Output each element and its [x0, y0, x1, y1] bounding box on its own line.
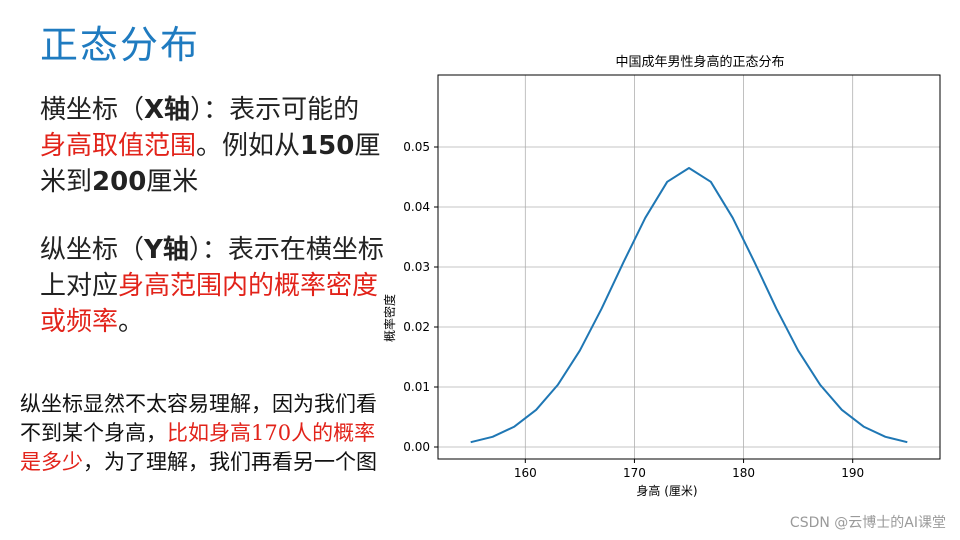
y-tick-label: 0.01 — [403, 380, 430, 394]
x-tick-label: 170 — [623, 466, 646, 480]
p1-text-f: 厘米 — [146, 167, 199, 197]
y-tick-label: 0.05 — [403, 140, 430, 154]
p2-y-axis: Y轴 — [144, 235, 189, 265]
density-curve — [470, 167, 908, 444]
x-tick-label: 180 — [732, 466, 755, 480]
y-tick-label: 0.03 — [403, 260, 430, 274]
y-tick-label: 0.02 — [403, 320, 430, 334]
note-paragraph: 纵坐标显然不太容易理解，因为我们看不到某个身高，比如身高170人的概率是多少，为… — [20, 390, 390, 477]
p1-text-d: 。例如从 — [196, 131, 301, 161]
p2-text-a: 纵坐标（ — [40, 235, 145, 265]
p2-text-c: ）：表示在横坐标上对应 — [40, 235, 384, 301]
p1-number-200: 200 — [92, 167, 147, 197]
plot-area: 160 170 180 190 0.00 0.01 0.02 0.03 0.04 0.05 — [403, 74, 941, 480]
y-axis-explanation: 纵坐标（Y轴）：表示在横坐标上对应身高范围内的概率密度或频率。 — [40, 232, 385, 340]
y-tick-label: 0.04 — [403, 200, 430, 214]
note-text-a: 纵坐标显然不太容易理解，因为我们看不到某个身高， — [20, 392, 377, 445]
p1-number-150: 150 — [300, 131, 355, 161]
x-tick-label: 160 — [514, 466, 537, 480]
x-axis-explanation: 横坐标（X轴）：表示可能的身高取值范围。例如从150厘米到200厘米 — [40, 92, 385, 200]
p1-x-axis: X轴 — [144, 95, 191, 125]
p1-text-e: 厘米到 — [40, 131, 381, 197]
note-highlight: 比如身高170人的概率是多少 — [20, 421, 376, 474]
chart-title: 中国成年男性身高的正态分布 — [615, 54, 784, 70]
normal-distribution-chart: 中国成年男性身高的正态分布 160 170 180 190 0.00 0.01 0.02 0.… — [382, 54, 941, 498]
p2-highlight: 身高范围内的概率密度或频率 — [40, 271, 379, 337]
x-axis-label: 身高 (厘米) — [636, 483, 697, 498]
p2-text-d: 。 — [118, 307, 145, 337]
p1-highlight: 身高取值范围 — [40, 131, 197, 161]
x-tick-label: 190 — [841, 466, 864, 480]
p1-text-a: 横坐标（ — [40, 95, 145, 125]
note-text-b: ，为了理解，我们再看另一个图 — [83, 450, 377, 474]
watermark: CSDN @云博士的AI课堂 — [789, 515, 946, 531]
p1-text-c: ）：表示可能的 — [190, 95, 360, 125]
y-axis-label: 概率密度 — [382, 294, 397, 342]
slide-title: 正态分布 — [40, 23, 201, 67]
y-tick-label: 0.00 — [403, 440, 430, 454]
